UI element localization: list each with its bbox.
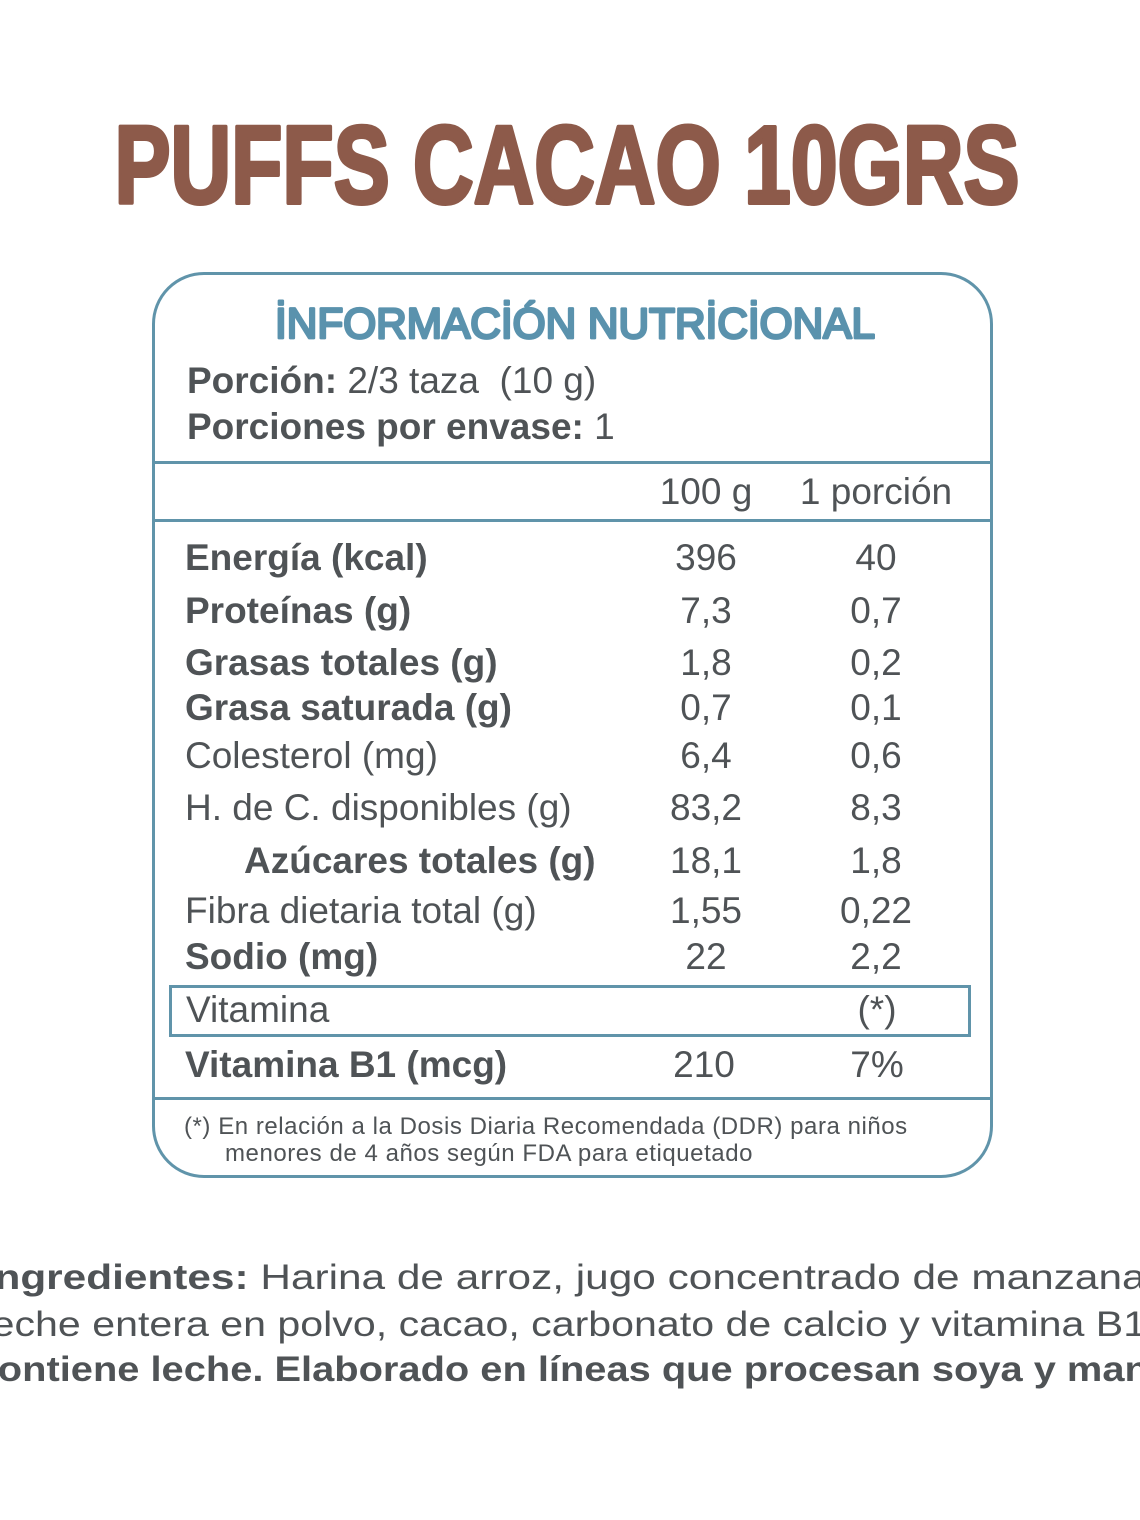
- svg-text:PUFFS CACAO 10GRS: PUFFS CACAO 10GRS: [115, 104, 1020, 227]
- svg-text:İNFORMACİÓN NUTRİCİONAL: İNFORMACİÓN NUTRİCİONAL: [275, 300, 875, 348]
